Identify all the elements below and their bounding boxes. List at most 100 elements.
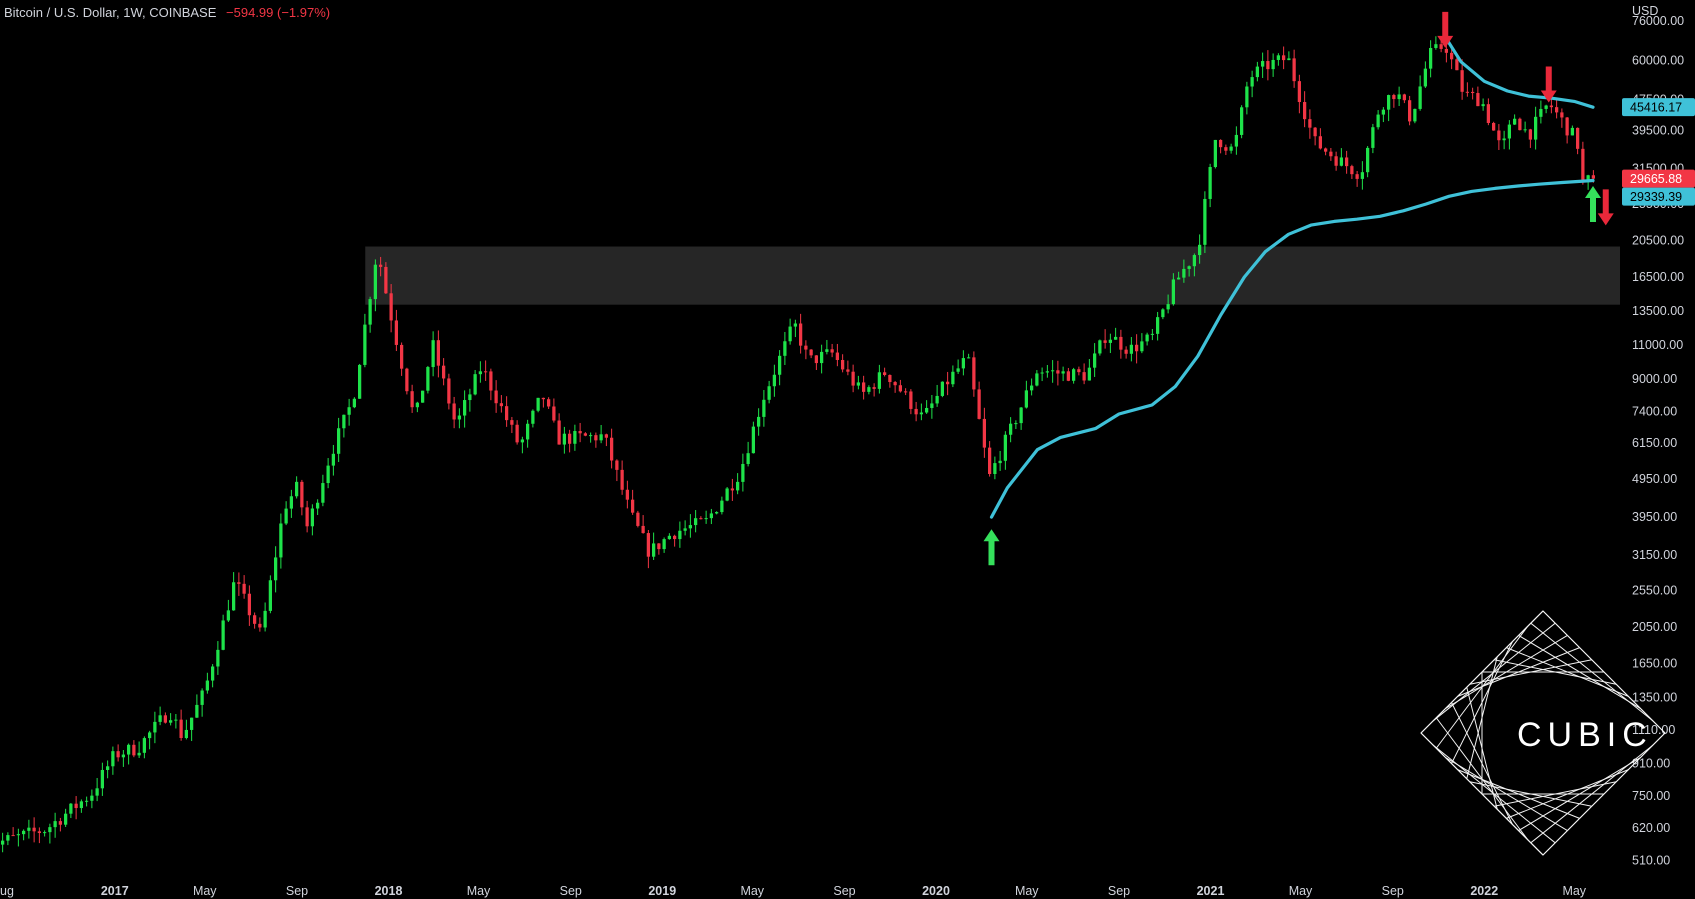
candle-body <box>226 610 231 621</box>
y-tick-label: 3950.00 <box>1632 510 1677 524</box>
candle-body <box>1313 127 1317 137</box>
candle-body <box>993 463 997 474</box>
candle-body <box>1113 336 1118 340</box>
candle-body <box>1260 61 1265 67</box>
candle-body <box>977 389 981 419</box>
candle-body <box>1098 340 1102 354</box>
candle-body <box>1129 344 1134 354</box>
candle-body <box>1182 268 1186 278</box>
up-arrow-icon <box>1585 186 1601 223</box>
candle-body <box>336 428 341 454</box>
candle-body <box>37 831 42 833</box>
candle-body <box>1439 44 1443 49</box>
candle-body <box>956 368 960 372</box>
candle-body <box>1355 174 1359 179</box>
x-tick-label: 2022 <box>1470 884 1498 898</box>
currency-label: USD <box>1632 4 1658 18</box>
candle-body <box>525 423 530 440</box>
candle-body <box>877 372 882 389</box>
candle-body <box>809 349 813 356</box>
candle-body <box>294 481 299 497</box>
candle-body <box>625 489 630 500</box>
candle-body <box>1365 147 1370 173</box>
chart-header: Bitcoin / U.S. Dollar, 1W, COINBASE −594… <box>4 5 330 20</box>
candle-body <box>126 744 131 755</box>
candle-body <box>1245 86 1249 108</box>
y-tick-label: 620.00 <box>1632 821 1670 835</box>
candle-body <box>342 414 346 429</box>
candle-body <box>1124 349 1128 354</box>
candle-body <box>1092 353 1097 368</box>
svg-text:45416.17: 45416.17 <box>1630 101 1682 115</box>
candle-body <box>63 813 68 825</box>
candle-body <box>158 715 162 722</box>
candle-body <box>1239 107 1244 135</box>
candle-body <box>1586 175 1590 180</box>
x-tick-label: 2019 <box>648 884 676 898</box>
candle-body <box>609 437 614 461</box>
candle-body <box>1434 44 1438 48</box>
candle-body <box>137 752 141 756</box>
price-axis[interactable]: USD76000.0060000.0047500.0039500.0031500… <box>1632 4 1684 868</box>
candle-body <box>1019 407 1023 424</box>
candle-body <box>1549 105 1554 108</box>
candle-body <box>431 340 435 368</box>
candle-body <box>1407 100 1412 122</box>
candle-body <box>651 543 656 557</box>
x-tick-label: 2021 <box>1197 884 1225 898</box>
candle-body <box>1481 104 1485 107</box>
x-tick-label: ug <box>0 884 14 898</box>
candle-body <box>1334 156 1338 166</box>
candle-body <box>1040 372 1044 374</box>
y-tick-label: 6150.00 <box>1632 436 1677 450</box>
candle-body <box>562 433 567 445</box>
candle-body <box>468 394 472 401</box>
candle-body <box>924 407 929 413</box>
candle-body <box>90 795 94 801</box>
candle-body <box>378 264 383 267</box>
y-tick-label: 3150.00 <box>1632 548 1677 562</box>
candle-body <box>783 341 787 356</box>
candle-body <box>1145 334 1149 342</box>
time-axis[interactable]: ug 2017 May Sep 2018 May Sep 2019 May Sep 2020 May S… <box>0 884 1587 898</box>
candle-body <box>1302 102 1307 120</box>
candle-body <box>1224 147 1228 151</box>
x-tick-label: May <box>740 884 764 898</box>
candle-body <box>1208 167 1212 199</box>
candle-body <box>1008 423 1013 435</box>
candle-body <box>441 365 446 379</box>
candle-body <box>830 349 834 353</box>
candle-body <box>1465 91 1470 93</box>
candle-body <box>174 719 178 721</box>
candle-body <box>462 400 467 416</box>
candle-body <box>693 518 698 526</box>
candle-body <box>762 399 766 417</box>
last-price-badge: 29665.88 <box>1622 169 1695 188</box>
candle-body <box>1287 58 1291 61</box>
candle-body <box>1045 371 1050 373</box>
candle-body <box>1061 371 1065 374</box>
candle-body <box>79 801 84 809</box>
candle-body <box>1082 372 1086 381</box>
candle-body <box>767 386 771 400</box>
candle-body <box>1539 108 1543 117</box>
candle-body <box>1344 157 1349 167</box>
candle-body <box>1077 369 1081 373</box>
candle-body <box>326 465 330 484</box>
candle-body <box>578 431 582 434</box>
candle-body <box>315 502 320 509</box>
candle-body <box>793 323 798 327</box>
symbol-title[interactable]: Bitcoin / U.S. Dollar, 1W, COINBASE <box>4 5 217 20</box>
candle-body <box>132 744 136 756</box>
y-tick-label: 76000.00 <box>1632 14 1684 28</box>
candle-body <box>1140 341 1144 352</box>
y-tick-label: 750.00 <box>1632 789 1670 803</box>
candle-body <box>945 381 950 385</box>
candle-body <box>1050 370 1055 372</box>
x-tick-label: May <box>467 884 491 898</box>
candle-body <box>1565 117 1569 136</box>
candle-body <box>583 433 588 436</box>
candle-body <box>594 435 598 441</box>
candle-body <box>1318 136 1323 149</box>
